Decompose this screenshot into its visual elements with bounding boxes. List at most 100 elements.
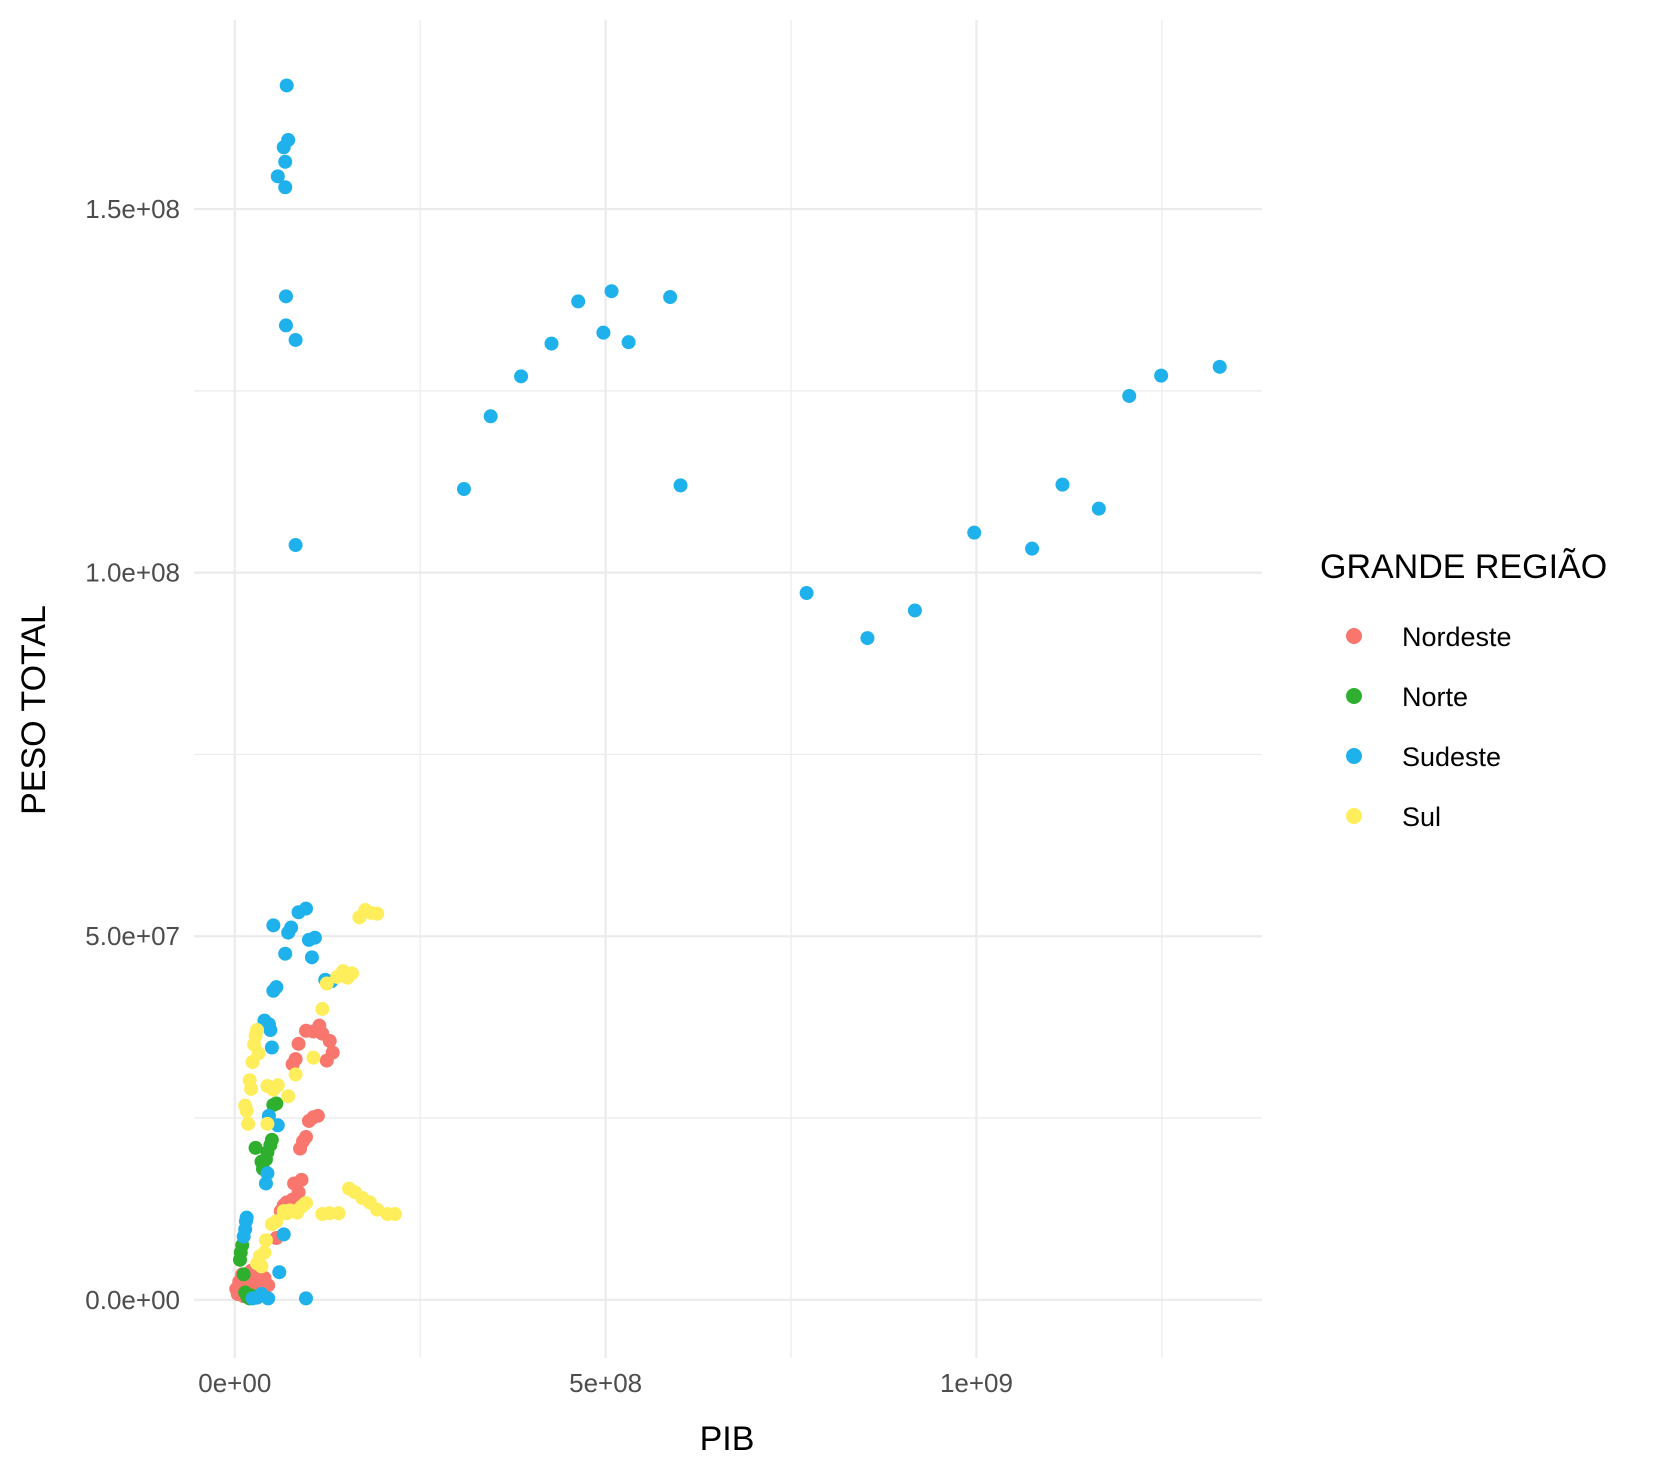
point-sudeste xyxy=(1055,477,1070,492)
point-sudeste xyxy=(1212,359,1227,374)
legend-key-nordeste xyxy=(1346,628,1362,644)
point-sul xyxy=(344,966,359,981)
point-sudeste xyxy=(860,631,875,646)
legend-label-sul: Sul xyxy=(1402,802,1441,832)
point-sul xyxy=(331,1206,346,1221)
point-sudeste xyxy=(264,1040,279,1055)
point-sudeste xyxy=(673,478,688,493)
point-nordeste xyxy=(310,1108,325,1123)
data-points xyxy=(229,78,1227,1306)
point-nordeste xyxy=(322,1033,337,1048)
point-sudeste xyxy=(263,1023,278,1038)
point-norte xyxy=(236,1267,251,1282)
point-sudeste xyxy=(278,289,293,304)
point-sudeste xyxy=(907,603,922,618)
point-sul xyxy=(269,1214,284,1229)
point-sul xyxy=(270,1078,285,1093)
point-sudeste xyxy=(298,1291,313,1306)
point-sudeste xyxy=(276,1227,291,1242)
point-sudeste xyxy=(278,180,293,195)
y-axis-ticks: 0.0e+00 5.0e+07 1.0e+08 1.5e+08 xyxy=(85,194,180,1315)
x-tick-label: 0e+00 xyxy=(198,1368,271,1398)
point-sudeste xyxy=(1154,368,1169,383)
point-sudeste xyxy=(298,901,313,916)
point-sudeste xyxy=(272,1265,287,1280)
y-axis-title: PESO TOTAL xyxy=(15,605,53,815)
point-norte xyxy=(269,1096,284,1111)
y-tick-label: 1.5e+08 xyxy=(85,194,180,224)
x-tick-label: 5e+08 xyxy=(569,1368,642,1398)
point-sudeste xyxy=(288,538,303,553)
legend-label-nordeste: Nordeste xyxy=(1402,622,1512,652)
point-sudeste xyxy=(621,335,636,350)
point-sudeste xyxy=(1122,388,1137,403)
point-nordeste xyxy=(298,1129,313,1144)
x-axis-ticks: 0e+00 5e+08 1e+09 xyxy=(198,1368,1013,1398)
x-tick-label: 1e+09 xyxy=(940,1368,1013,1398)
point-sul xyxy=(306,1050,321,1065)
point-nordeste xyxy=(288,1052,303,1067)
point-sudeste xyxy=(596,325,611,340)
point-sul xyxy=(319,976,334,991)
point-sudeste xyxy=(236,1229,251,1244)
point-sul xyxy=(258,1233,273,1248)
point-sul xyxy=(250,1023,265,1038)
point-sul xyxy=(298,1196,313,1211)
point-sudeste xyxy=(278,154,293,169)
y-tick-label: 5.0e+07 xyxy=(85,921,180,951)
point-sudeste xyxy=(1025,541,1040,556)
point-nordeste xyxy=(291,1185,306,1200)
y-tick-label: 0.0e+00 xyxy=(85,1285,180,1315)
legend-key-norte xyxy=(1346,688,1362,704)
point-sudeste xyxy=(279,78,294,93)
point-sul xyxy=(251,1046,266,1061)
point-sudeste xyxy=(288,332,303,347)
point-sudeste xyxy=(278,946,293,961)
point-sudeste xyxy=(270,1118,285,1133)
legend-items: Nordeste Norte Sudeste Sul xyxy=(1346,622,1512,832)
point-norte xyxy=(248,1140,263,1155)
point-sul xyxy=(370,906,385,921)
x-axis-title: PIB xyxy=(700,1420,755,1458)
point-sudeste xyxy=(278,318,293,333)
point-sudeste xyxy=(514,369,529,384)
point-sudeste xyxy=(1091,501,1106,516)
point-sul xyxy=(239,1103,254,1118)
legend: GRANDE REGIÃO Nordeste Norte Sudeste Sul xyxy=(1320,548,1607,832)
point-sul xyxy=(288,1067,303,1082)
point-sudeste xyxy=(276,140,291,155)
point-sul xyxy=(315,1001,330,1016)
point-sudeste xyxy=(571,294,586,309)
legend-label-sudeste: Sudeste xyxy=(1402,742,1501,772)
point-sudeste xyxy=(456,482,471,497)
point-sudeste xyxy=(269,980,284,995)
point-norte xyxy=(264,1132,279,1147)
grid-lines xyxy=(194,20,1262,1358)
point-sul xyxy=(260,1116,275,1131)
point-sudeste xyxy=(270,169,285,184)
point-sul xyxy=(387,1207,402,1222)
point-sul xyxy=(244,1081,259,1096)
point-sudeste xyxy=(799,586,814,601)
point-sul xyxy=(281,1089,296,1104)
point-sudeste xyxy=(663,290,678,305)
y-tick-label: 1.0e+08 xyxy=(85,558,180,588)
point-sudeste xyxy=(483,409,498,424)
point-sudeste xyxy=(604,284,619,299)
point-sudeste xyxy=(258,1176,273,1191)
legend-key-sul xyxy=(1346,808,1362,824)
point-nordeste xyxy=(291,1036,306,1051)
point-sudeste xyxy=(304,950,319,965)
point-sudeste xyxy=(266,918,281,933)
point-sudeste xyxy=(284,920,299,935)
legend-title: GRANDE REGIÃO xyxy=(1320,548,1607,586)
point-nordeste xyxy=(325,1045,340,1060)
point-nordeste xyxy=(294,1172,309,1187)
legend-key-sudeste xyxy=(1346,748,1362,764)
point-sudeste xyxy=(239,1210,254,1225)
point-sul xyxy=(241,1116,256,1131)
point-sul xyxy=(253,1249,268,1264)
point-sudeste xyxy=(967,525,982,540)
point-sudeste xyxy=(307,930,322,945)
